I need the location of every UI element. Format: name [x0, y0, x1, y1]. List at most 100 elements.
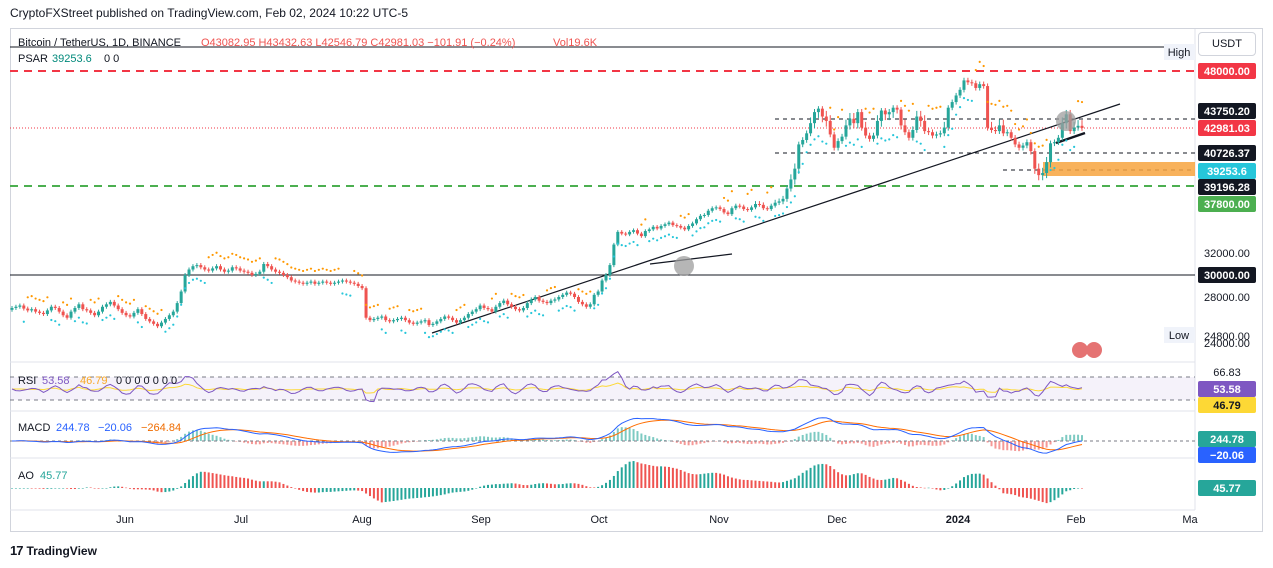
tradingview-brand[interactable]: TradingView — [26, 543, 97, 558]
macd-histogram-bar — [620, 427, 623, 441]
candles-group — [10, 77, 1084, 329]
psar-dot — [333, 268, 336, 271]
macd-histogram-bar — [915, 441, 918, 446]
candle-body — [34, 309, 38, 312]
macd-histogram-bar — [730, 441, 733, 444]
candle-body — [891, 107, 895, 113]
candle-body — [706, 210, 710, 215]
psar-dot — [620, 244, 623, 247]
ao-bar — [778, 482, 781, 488]
ao-bar — [262, 481, 265, 488]
macd-histogram-bar — [774, 441, 777, 444]
ao-bar — [412, 488, 415, 499]
ao-bar — [290, 487, 293, 488]
psar-dot — [286, 262, 289, 266]
candle-body — [458, 320, 462, 323]
ao-bar — [353, 488, 356, 491]
macd-histogram-bar — [805, 433, 808, 441]
psar-dot — [557, 309, 560, 312]
ao-bar — [341, 488, 344, 492]
macd-histogram-bar — [494, 437, 497, 441]
candle-body — [423, 320, 427, 322]
candle-body — [813, 112, 816, 124]
price-tag — [1198, 103, 1256, 119]
psar-dot — [372, 305, 376, 308]
macd-histogram-bar — [408, 441, 411, 443]
price-tag-text: 32000.00 — [1204, 248, 1250, 260]
candle-body — [97, 311, 101, 316]
price-tag-text: 39196.28 — [1204, 182, 1250, 194]
macd-histogram-bar — [569, 439, 572, 441]
ao-bar — [624, 464, 627, 488]
candle-body — [911, 130, 915, 138]
psar-dot — [734, 217, 737, 220]
psar-dot — [246, 258, 250, 261]
candle-body — [860, 112, 864, 128]
psar-dot — [278, 258, 281, 261]
ao-bar — [164, 488, 167, 493]
psar-dot — [880, 137, 883, 140]
ao-bar — [679, 469, 682, 488]
candle-body — [840, 136, 844, 142]
candle-body — [852, 118, 856, 124]
psar-dot — [447, 329, 450, 332]
psar-dot — [113, 317, 116, 320]
psar-dot — [298, 268, 301, 271]
ao-bar — [833, 469, 836, 488]
psar-dot — [616, 242, 619, 245]
candle-body — [868, 135, 872, 139]
psar-dot — [93, 301, 96, 304]
macd-histogram-bar — [168, 441, 171, 442]
candle-body — [152, 321, 156, 324]
psar-dot — [923, 148, 926, 152]
psar-value: 39253.6 — [52, 53, 92, 65]
currency-button[interactable]: USDT — [1198, 32, 1256, 56]
candle-body — [415, 322, 419, 324]
psar-dot — [42, 299, 45, 303]
candle-body — [1049, 143, 1053, 163]
ao-bar — [278, 482, 281, 488]
psar-dot — [514, 295, 517, 298]
candle-body — [592, 294, 596, 305]
ao-bar — [581, 484, 584, 488]
ao-bar — [195, 473, 198, 488]
psar-dot — [22, 320, 25, 323]
ao-bar — [380, 488, 383, 503]
psar-dot — [180, 303, 183, 306]
ao-bar — [593, 487, 596, 488]
candle-body — [600, 280, 604, 292]
psar-dot — [490, 297, 494, 300]
ao-bar — [923, 487, 926, 489]
ao-bar — [974, 473, 977, 488]
macd-histogram-bar — [459, 438, 462, 441]
candle-body — [781, 198, 785, 202]
psar-dot — [522, 293, 525, 297]
candle-body — [899, 109, 903, 126]
candle-body — [966, 80, 970, 83]
macd-histogram-bar — [817, 431, 820, 441]
candle-body — [470, 311, 474, 315]
ao-bar — [766, 481, 769, 488]
ao-bar — [404, 488, 407, 500]
candle-body — [360, 286, 364, 289]
macd-histogram-bar — [309, 441, 312, 446]
ao-bar — [317, 488, 320, 493]
macd-histogram-bar — [1077, 434, 1080, 441]
macd-histogram-bar — [762, 441, 765, 445]
ao-bar — [231, 476, 234, 488]
ao-bar — [1002, 488, 1005, 494]
ao-bar — [919, 487, 922, 488]
candle-body — [242, 270, 246, 272]
ao-bar — [620, 467, 623, 488]
macd-histogram-bar — [203, 432, 206, 441]
psar-dot — [1076, 99, 1080, 103]
macd-histogram-bar — [856, 441, 859, 443]
ao-bar — [927, 487, 930, 489]
candle-body — [380, 316, 384, 318]
macd-histogram-bar — [1037, 441, 1040, 450]
psar-dot — [927, 104, 930, 107]
ao-bar — [463, 488, 466, 492]
psar-dot — [69, 297, 73, 300]
ao-bar — [896, 478, 899, 488]
